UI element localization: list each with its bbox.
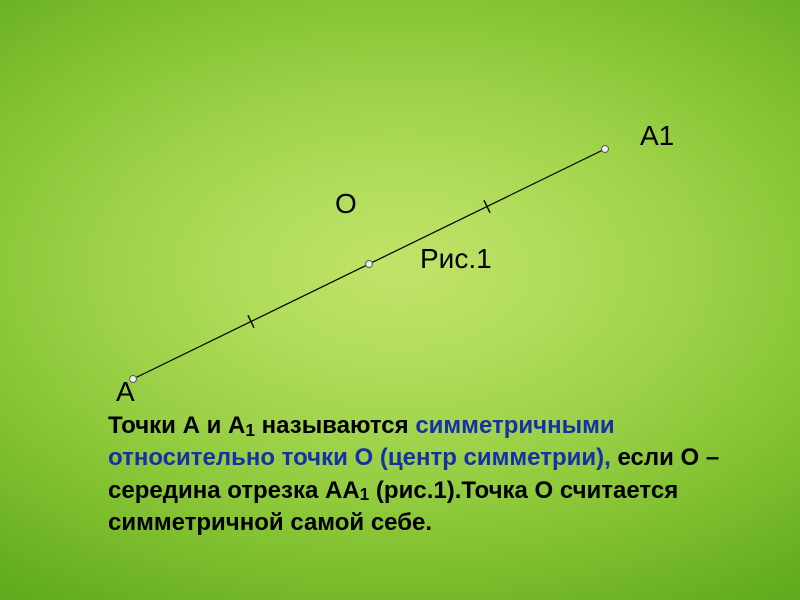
text-seg2: называются — [255, 412, 415, 439]
slide: А1 О Рис.1 А Точки А и А1 называются сим… — [0, 0, 800, 600]
tick-mark-left — [248, 315, 254, 328]
tick-mark-right — [484, 200, 490, 213]
point-a1 — [602, 146, 609, 153]
point-o — [366, 261, 373, 268]
label-a: А — [116, 378, 135, 406]
text-seg4: (рис.1) — [369, 477, 454, 504]
symmetry-diagram — [0, 0, 800, 430]
label-o: О — [335, 190, 357, 218]
text-sub1: 1 — [245, 420, 255, 440]
text-seg1: Точки А и А — [108, 412, 245, 439]
text-sub2: 1 — [360, 484, 370, 504]
definition-text: Точки А и А1 называются симметричными от… — [108, 410, 760, 540]
label-figure: Рис.1 — [420, 245, 492, 273]
label-a1: А1 — [640, 122, 674, 150]
